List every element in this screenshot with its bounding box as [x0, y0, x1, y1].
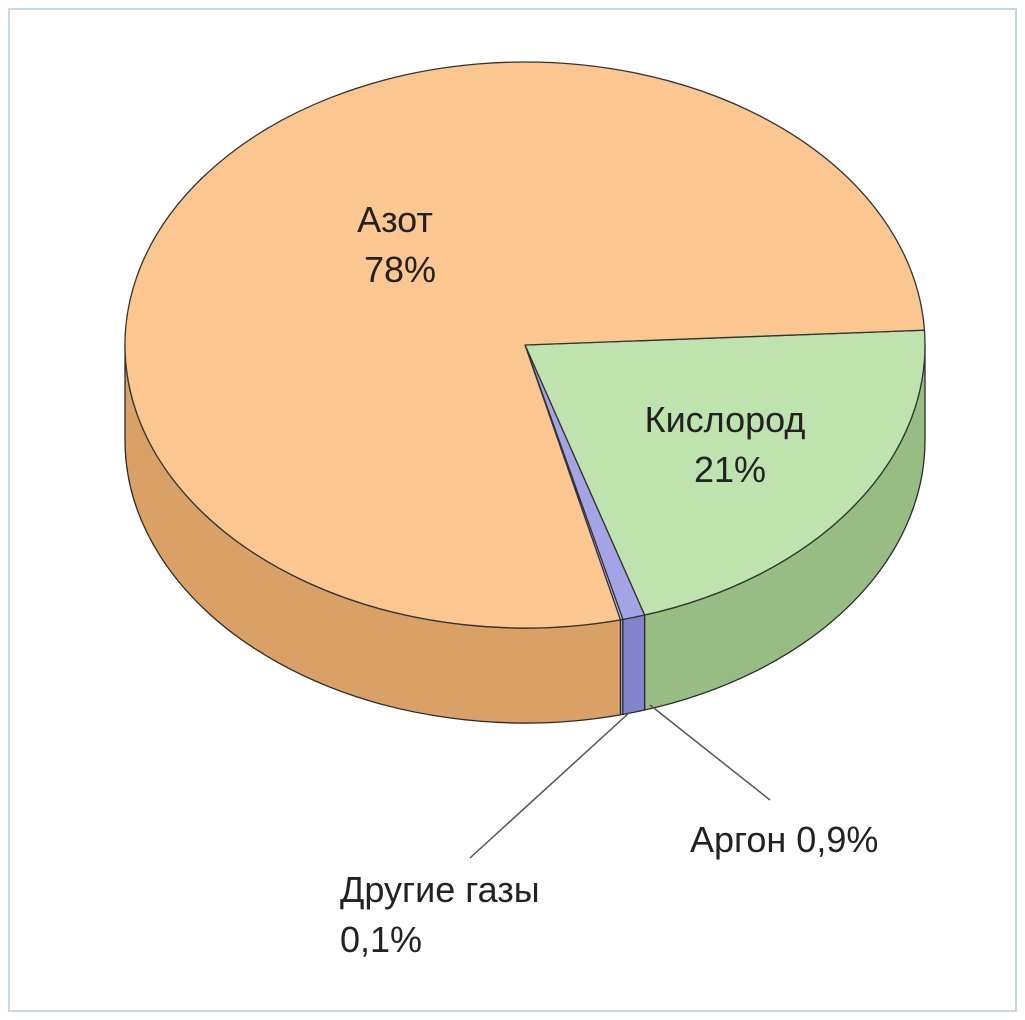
leader-line [469, 711, 631, 859]
slice-label: Аргон 0,9% [690, 819, 878, 860]
label-value: 78% [364, 249, 436, 290]
label-value: 0,1% [340, 919, 422, 960]
leader-line [649, 704, 771, 801]
label-name: Кислород [645, 399, 806, 440]
slice-label: Азот 78% [357, 199, 443, 290]
slice-label: Другие газы 0,1% [340, 869, 550, 960]
label-name: Аргон [690, 819, 786, 860]
label-value: 0,9% [796, 819, 878, 860]
pie-tops [124, 61, 926, 629]
label-name: Азот [357, 199, 433, 240]
label-value: 21% [694, 449, 766, 490]
pie-slice [524, 329, 926, 616]
slice-label: Кислород 21% [645, 399, 816, 490]
label-name: Другие газы [340, 869, 540, 910]
pie-slice [124, 61, 926, 629]
pie-side [622, 614, 646, 716]
